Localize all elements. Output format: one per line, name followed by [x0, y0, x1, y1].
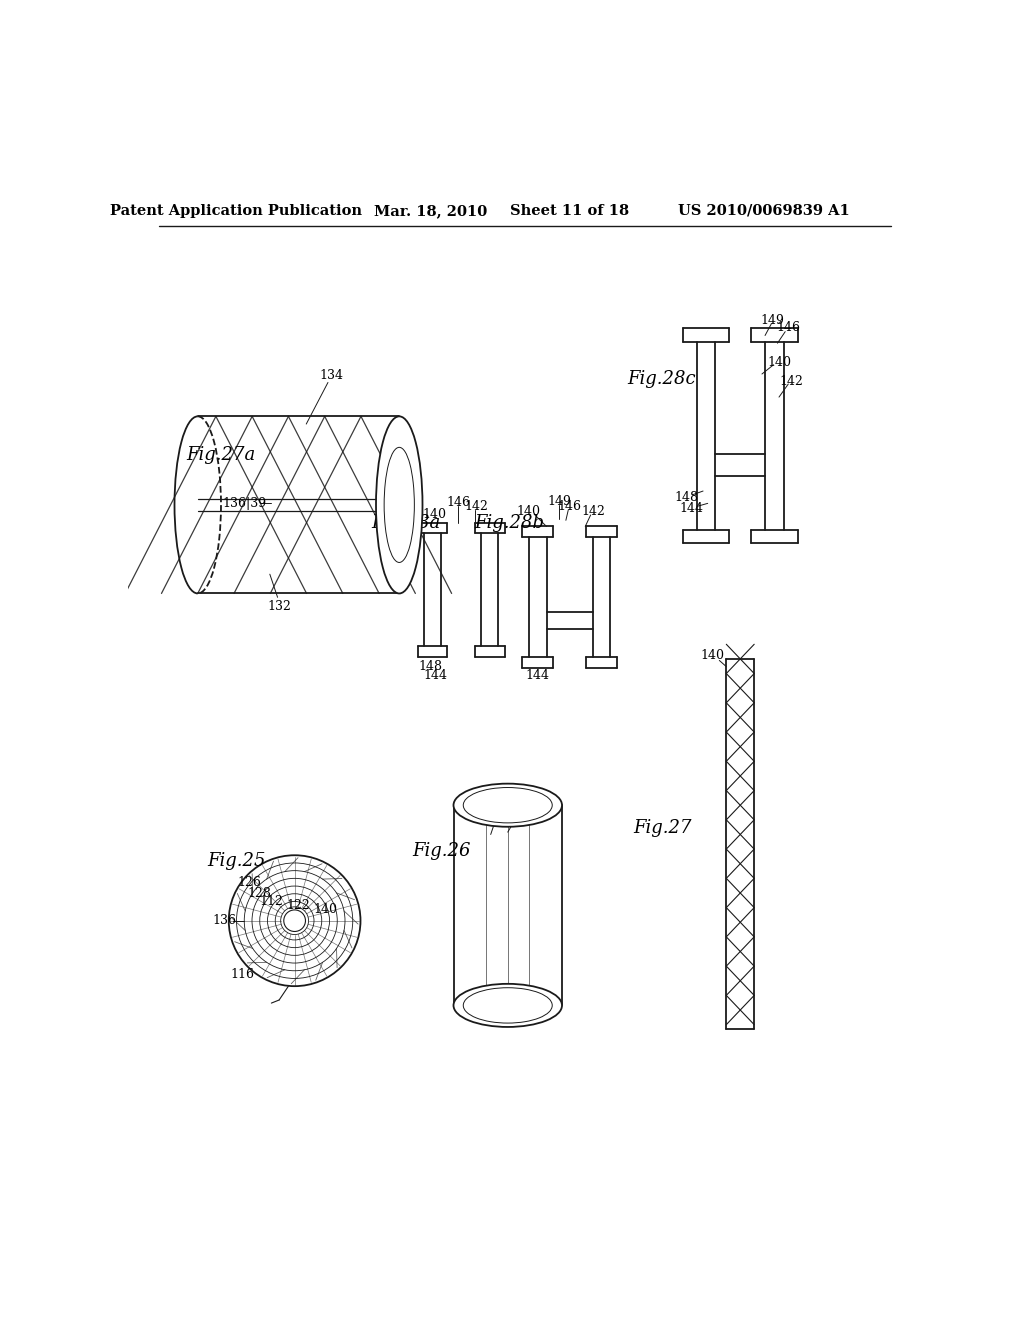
Text: 146: 146 [446, 496, 470, 510]
Ellipse shape [376, 416, 423, 594]
Text: Fig.28a: Fig.28a [371, 513, 440, 532]
Text: 140: 140 [422, 508, 446, 520]
Text: Fig.27: Fig.27 [634, 820, 692, 837]
Text: 146: 146 [776, 321, 801, 334]
Text: Mar. 18, 2010: Mar. 18, 2010 [374, 203, 486, 218]
Text: Fig.28c: Fig.28c [627, 370, 695, 388]
Text: 134: 134 [486, 808, 510, 821]
Text: Sheet 11 of 18: Sheet 11 of 18 [510, 203, 630, 218]
Text: Fig.27a: Fig.27a [186, 446, 256, 463]
Text: 149: 149 [547, 495, 570, 508]
Text: 136: 136 [213, 915, 237, 927]
Text: 148: 148 [674, 491, 698, 504]
Text: 140: 140 [700, 648, 724, 661]
Text: 132: 132 [482, 1014, 506, 1027]
Text: 148: 148 [418, 660, 442, 673]
Text: US 2010/0069839 A1: US 2010/0069839 A1 [678, 203, 849, 218]
Text: 134: 134 [319, 370, 344, 381]
Text: Fig.26: Fig.26 [413, 842, 471, 861]
Ellipse shape [454, 784, 562, 826]
Text: 140: 140 [313, 903, 338, 916]
Text: Patent Application Publication: Patent Application Publication [111, 203, 362, 218]
Text: 140: 140 [517, 504, 541, 517]
Text: 112: 112 [259, 895, 284, 908]
Text: 136|39: 136|39 [222, 496, 266, 510]
Text: 116: 116 [230, 968, 255, 981]
Text: Fig.25: Fig.25 [207, 853, 266, 870]
Text: 132: 132 [267, 601, 291, 612]
Text: 144: 144 [680, 502, 703, 515]
Circle shape [284, 909, 305, 932]
Text: 140: 140 [767, 356, 791, 370]
Text: 144: 144 [525, 669, 549, 682]
Text: 142: 142 [465, 500, 488, 513]
Text: 142: 142 [581, 504, 605, 517]
Ellipse shape [454, 983, 562, 1027]
Text: 136|37: 136|37 [492, 813, 536, 825]
Text: 149: 149 [761, 314, 784, 326]
Text: Fig.28b: Fig.28b [474, 513, 545, 532]
Text: 146: 146 [558, 500, 582, 513]
Text: 122: 122 [287, 899, 310, 912]
Text: 144: 144 [424, 669, 447, 682]
FancyBboxPatch shape [198, 416, 399, 594]
Text: 128: 128 [248, 887, 271, 900]
Text: 142: 142 [779, 375, 804, 388]
Text: 126: 126 [238, 875, 261, 888]
